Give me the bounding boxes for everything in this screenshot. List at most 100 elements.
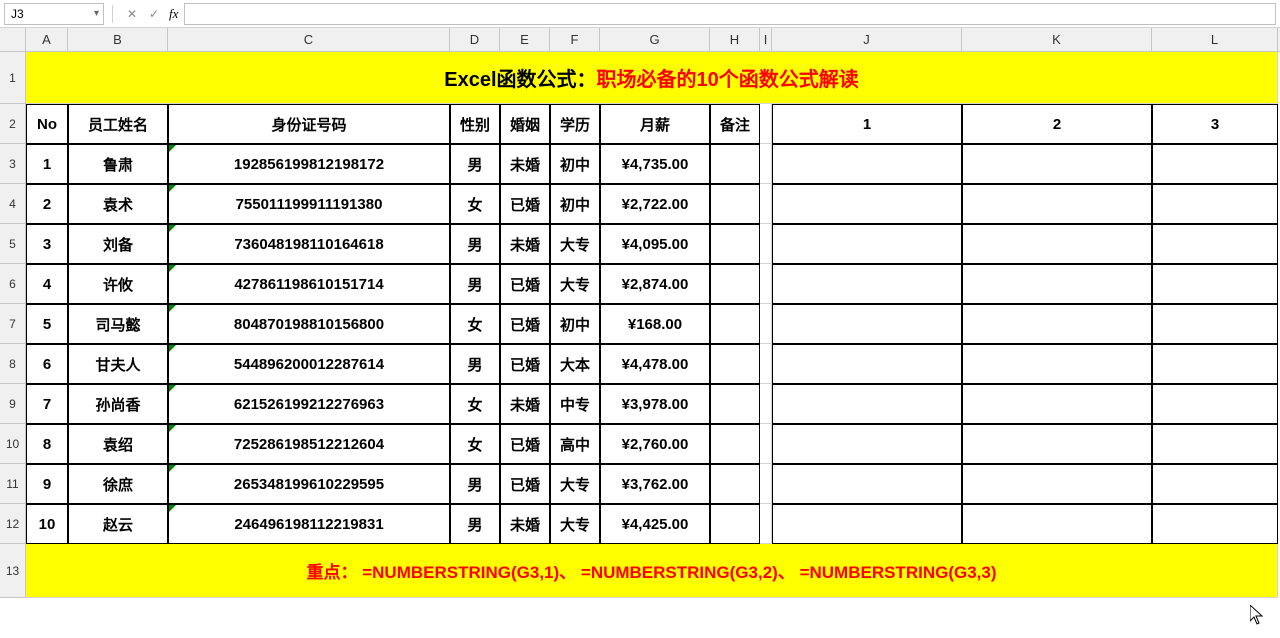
cell-data[interactable]: 已婚	[500, 304, 550, 344]
header-gender[interactable]: 性别	[450, 104, 500, 144]
cell-empty-extra[interactable]	[962, 384, 1152, 424]
cell-empty-extra[interactable]	[1152, 384, 1278, 424]
cell-data[interactable]: 4	[26, 264, 68, 304]
cell-data[interactable]: 未婚	[500, 144, 550, 184]
cell-data[interactable]: 中专	[550, 384, 600, 424]
fx-icon[interactable]: fx	[169, 6, 178, 22]
col-header-L[interactable]: L	[1152, 28, 1278, 51]
cell-data[interactable]: 许攸	[68, 264, 168, 304]
cell-empty[interactable]	[760, 184, 772, 224]
row-header-11[interactable]: 11	[0, 464, 26, 504]
cell-data[interactable]: 赵云	[68, 504, 168, 544]
cell-empty-extra[interactable]	[772, 264, 962, 304]
cell-data[interactable]: 女	[450, 384, 500, 424]
cell-data[interactable]: 大专	[550, 464, 600, 504]
header-no[interactable]: No	[26, 104, 68, 144]
row-header-8[interactable]: 8	[0, 344, 26, 384]
cell-empty-extra[interactable]	[772, 504, 962, 544]
cell-data[interactable]: 男	[450, 144, 500, 184]
cell-data[interactable]: 男	[450, 344, 500, 384]
cell-data[interactable]: 袁绍	[68, 424, 168, 464]
cell-data[interactable]: ¥4,478.00	[600, 344, 710, 384]
cell-data[interactable]: 男	[450, 504, 500, 544]
cell-data[interactable]: 已婚	[500, 464, 550, 504]
cell-empty-extra[interactable]	[772, 224, 962, 264]
row-header-1[interactable]: 1	[0, 52, 26, 104]
cell-data[interactable]: 已婚	[500, 184, 550, 224]
cell-empty[interactable]	[760, 304, 772, 344]
cell-empty-extra[interactable]	[772, 144, 962, 184]
cell-data[interactable]	[710, 504, 760, 544]
cell-data[interactable]: 刘备	[68, 224, 168, 264]
cell-empty-extra[interactable]	[772, 184, 962, 224]
cell-empty-extra[interactable]	[962, 504, 1152, 544]
cell-data[interactable]: ¥3,978.00	[600, 384, 710, 424]
cell-empty-extra[interactable]	[1152, 424, 1278, 464]
cell-empty-extra[interactable]	[962, 144, 1152, 184]
cell-data[interactable]: 大专	[550, 264, 600, 304]
cell-data[interactable]: 2	[26, 184, 68, 224]
row-header-10[interactable]: 10	[0, 424, 26, 464]
cell-empty-extra[interactable]	[772, 424, 962, 464]
col-header-F[interactable]: F	[550, 28, 600, 51]
cell-data[interactable]: 已婚	[500, 424, 550, 464]
name-box[interactable]: J3	[4, 3, 104, 25]
title-cell[interactable]: Excel函数公式：职场必备的10个函数公式解读	[26, 52, 1278, 104]
cell-data[interactable]: 初中	[550, 144, 600, 184]
cell-data[interactable]	[710, 144, 760, 184]
row-header-13[interactable]: 13	[0, 544, 26, 598]
row-header-2[interactable]: 2	[0, 104, 26, 144]
cell-empty-extra[interactable]	[962, 264, 1152, 304]
header-edu[interactable]: 学历	[550, 104, 600, 144]
header-extra-2[interactable]: 2	[962, 104, 1152, 144]
cancel-icon[interactable]: ✕	[123, 5, 141, 23]
cell-empty[interactable]	[760, 264, 772, 304]
cell-data[interactable]: 未婚	[500, 504, 550, 544]
cell-data[interactable]: 246496198112219831	[168, 504, 450, 544]
cell-data[interactable]: 男	[450, 224, 500, 264]
cell-data[interactable]: 9	[26, 464, 68, 504]
cell-data[interactable]: 已婚	[500, 344, 550, 384]
cell-data[interactable]: ¥4,425.00	[600, 504, 710, 544]
row-header-9[interactable]: 9	[0, 384, 26, 424]
cell-empty-extra[interactable]	[1152, 504, 1278, 544]
cell-empty-extra[interactable]	[772, 304, 962, 344]
cell-empty-extra[interactable]	[962, 424, 1152, 464]
cell-data[interactable]: ¥168.00	[600, 304, 710, 344]
col-header-J[interactable]: J	[772, 28, 962, 51]
cell-empty-extra[interactable]	[962, 464, 1152, 504]
header-name[interactable]: 员工姓名	[68, 104, 168, 144]
cell-empty-extra[interactable]	[1152, 464, 1278, 504]
row-header-3[interactable]: 3	[0, 144, 26, 184]
cell-empty[interactable]	[760, 504, 772, 544]
header-extra-1[interactable]: 1	[772, 104, 962, 144]
header-salary[interactable]: 月薪	[600, 104, 710, 144]
cell-data[interactable]	[710, 424, 760, 464]
cell-data[interactable]: 804870198810156800	[168, 304, 450, 344]
cell-data[interactable]: 192856199812198172	[168, 144, 450, 184]
cell-empty[interactable]	[760, 384, 772, 424]
cell-data[interactable]: 已婚	[500, 264, 550, 304]
col-header-D[interactable]: D	[450, 28, 500, 51]
cell-empty-extra[interactable]	[1152, 344, 1278, 384]
cell-empty-extra[interactable]	[1152, 224, 1278, 264]
formula-input[interactable]	[184, 3, 1276, 25]
cell-empty[interactable]	[760, 464, 772, 504]
cell-data[interactable]	[710, 464, 760, 504]
cell-data[interactable]: 大专	[550, 504, 600, 544]
cell-data[interactable]	[710, 304, 760, 344]
col-header-C[interactable]: C	[168, 28, 450, 51]
header-remark[interactable]: 备注	[710, 104, 760, 144]
cell-data[interactable]: 徐庶	[68, 464, 168, 504]
cell-data[interactable]: ¥2,722.00	[600, 184, 710, 224]
cell-data[interactable]: 孙尚香	[68, 384, 168, 424]
cell-empty[interactable]	[760, 344, 772, 384]
header-id[interactable]: 身份证号码	[168, 104, 450, 144]
col-header-I[interactable]: I	[760, 28, 772, 51]
cell-data[interactable]: ¥2,874.00	[600, 264, 710, 304]
cell-empty-extra[interactable]	[772, 384, 962, 424]
cell-data[interactable]: 初中	[550, 304, 600, 344]
cell-data[interactable]: 女	[450, 184, 500, 224]
cell-data[interactable]: ¥3,762.00	[600, 464, 710, 504]
cell-data[interactable]: 755011199911191380	[168, 184, 450, 224]
